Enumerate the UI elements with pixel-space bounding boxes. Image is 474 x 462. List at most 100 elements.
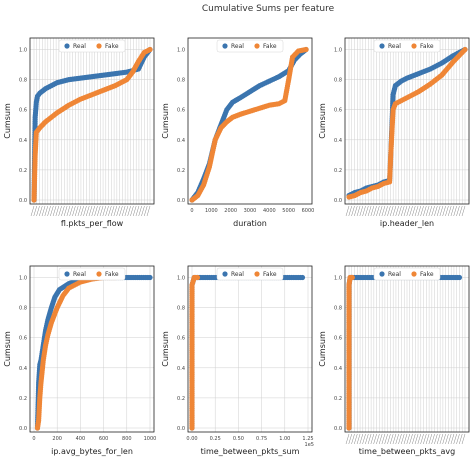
x-tick-label-dense [439, 205, 444, 217]
x-tick-label-dense [395, 433, 399, 445]
x-tick-label: 600 [99, 436, 109, 442]
x-tick-label-dense [456, 205, 460, 217]
x-tick-label-dense [373, 433, 377, 445]
x-tick-label-dense [384, 205, 388, 217]
y-tick-label: 0.0 [177, 198, 185, 204]
x-tick-label-dense [425, 433, 430, 445]
x-tick-label-dense [378, 205, 383, 217]
x-tick-label: 200 [52, 436, 62, 442]
legend: Real Fake [216, 39, 284, 53]
legend-box [216, 39, 284, 53]
y-axis-label: Cumsum [318, 331, 327, 367]
x-tick-label-dense [61, 205, 65, 217]
y-tick-label: 0.4 [177, 138, 185, 144]
y-tick-label: 0.0 [177, 426, 185, 432]
x-tick-label-dense [130, 205, 134, 217]
y-tick-label: 0.2 [334, 396, 342, 402]
plot-frame [344, 265, 470, 433]
x-tick-label-dense [428, 205, 433, 217]
plot-area [30, 266, 154, 432]
x-tick-label-dense [442, 205, 446, 217]
x-tick-label-dense [356, 433, 361, 445]
x-tick-label-dense [39, 205, 43, 217]
x-tick-label-dense [50, 205, 54, 217]
series-fake [346, 46, 468, 200]
x-tick-label-dense [378, 433, 383, 445]
legend-marker-fake [96, 43, 102, 49]
x-tick-label: 0 [32, 436, 35, 442]
legend-label-fake: Fake [105, 43, 119, 50]
x-tick-label-dense [135, 205, 140, 217]
y-tick-label: 0.6 [177, 336, 185, 342]
x-tick-label-dense [127, 205, 131, 217]
y-tick-label: 0.0 [334, 426, 342, 432]
x-tick-label-dense [420, 433, 424, 445]
y-tick-label: 0.6 [19, 336, 27, 342]
x-tick-label-dense [44, 205, 48, 217]
legend-box [58, 267, 126, 281]
x-tick-label-dense [77, 205, 82, 217]
x-tick-label-dense [80, 205, 84, 217]
x-tick-label-dense [420, 205, 424, 217]
x-tick-label-dense [417, 205, 421, 217]
plot-frame [29, 37, 155, 205]
x-tick-label-dense [401, 205, 405, 217]
x-tick-label-dense [453, 205, 457, 217]
x-tick-label-dense [445, 205, 449, 217]
x-tick-label-dense [456, 433, 460, 445]
x-tick-label-dense [401, 433, 405, 445]
x-tick-label-dense [459, 433, 463, 445]
x-axis-label: fl.pkts_per_flow [61, 219, 124, 228]
x-tick-label-dense [448, 205, 452, 217]
subplot-4: 0.0 0.2 0.4 0.6 0.8 1.0 0 200 400 600 800 1000 ip.av… [3, 265, 156, 456]
subplot-2: 0.0 0.2 0.4 0.6 0.8 1.0 0 1000 2000 3000 4000 5000 6… [161, 37, 315, 228]
y-tick-label: 0.6 [334, 108, 342, 114]
x-tick-label-dense [97, 205, 101, 217]
plot-frame [187, 37, 313, 205]
x-tick-label: 1000 [205, 208, 218, 214]
legend-label-fake: Fake [263, 271, 277, 278]
x-axis-label: ip.avg_bytes_for_len [51, 447, 133, 456]
x-tick-label-dense [133, 205, 137, 217]
x-tick-label-dense [55, 205, 60, 217]
x-tick-label: 800 [122, 436, 132, 442]
y-tick-label: 0.8 [19, 306, 27, 312]
x-tick-label-dense [88, 205, 93, 217]
x-tick-label-dense [384, 433, 388, 445]
legend-label-fake: Fake [105, 271, 119, 278]
x-tick-label-dense [445, 433, 449, 445]
x-tick-label-dense [63, 205, 68, 217]
x-tick-label-dense [387, 205, 391, 217]
y-tick-label: 0.0 [19, 198, 27, 204]
x-axis-label: ip.header_len [380, 219, 434, 228]
x-tick-label: 6000 [302, 208, 315, 214]
x-tick-label-dense [436, 433, 441, 445]
x-tick-label-dense [387, 433, 391, 445]
x-tick-label-dense [30, 205, 35, 217]
legend-marker-fake [411, 43, 417, 49]
x-tick-label-dense [354, 433, 358, 445]
x-tick-label-dense [453, 433, 457, 445]
x-tick-label: 1.00 [279, 436, 290, 442]
x-tick-label-dense [138, 205, 142, 217]
x-tick-label-dense [450, 205, 455, 217]
x-tick-label: 0.75 [256, 436, 267, 442]
x-tick-label-dense [75, 205, 79, 217]
x-tick-label-dense [359, 433, 363, 445]
x-tick-label-dense [348, 205, 352, 217]
x-tick-label-dense [403, 433, 408, 445]
y-tick-label: 0.8 [19, 78, 27, 84]
y-axis-label: Cumsum [3, 103, 12, 139]
legend-box [373, 267, 441, 281]
x-tick-label-dense [345, 205, 350, 217]
series-fake [189, 46, 309, 203]
y-tick-label: 0.6 [19, 108, 27, 114]
x-tick-label-dense [362, 433, 366, 445]
x-tick-label: 0 [190, 208, 193, 214]
x-tick-label-dense [83, 205, 87, 217]
legend-label-real: Real [73, 43, 86, 50]
x-tick-label-dense [351, 433, 355, 445]
x-tick-label-dense [52, 205, 57, 217]
x-tick-label-dense [406, 205, 410, 217]
